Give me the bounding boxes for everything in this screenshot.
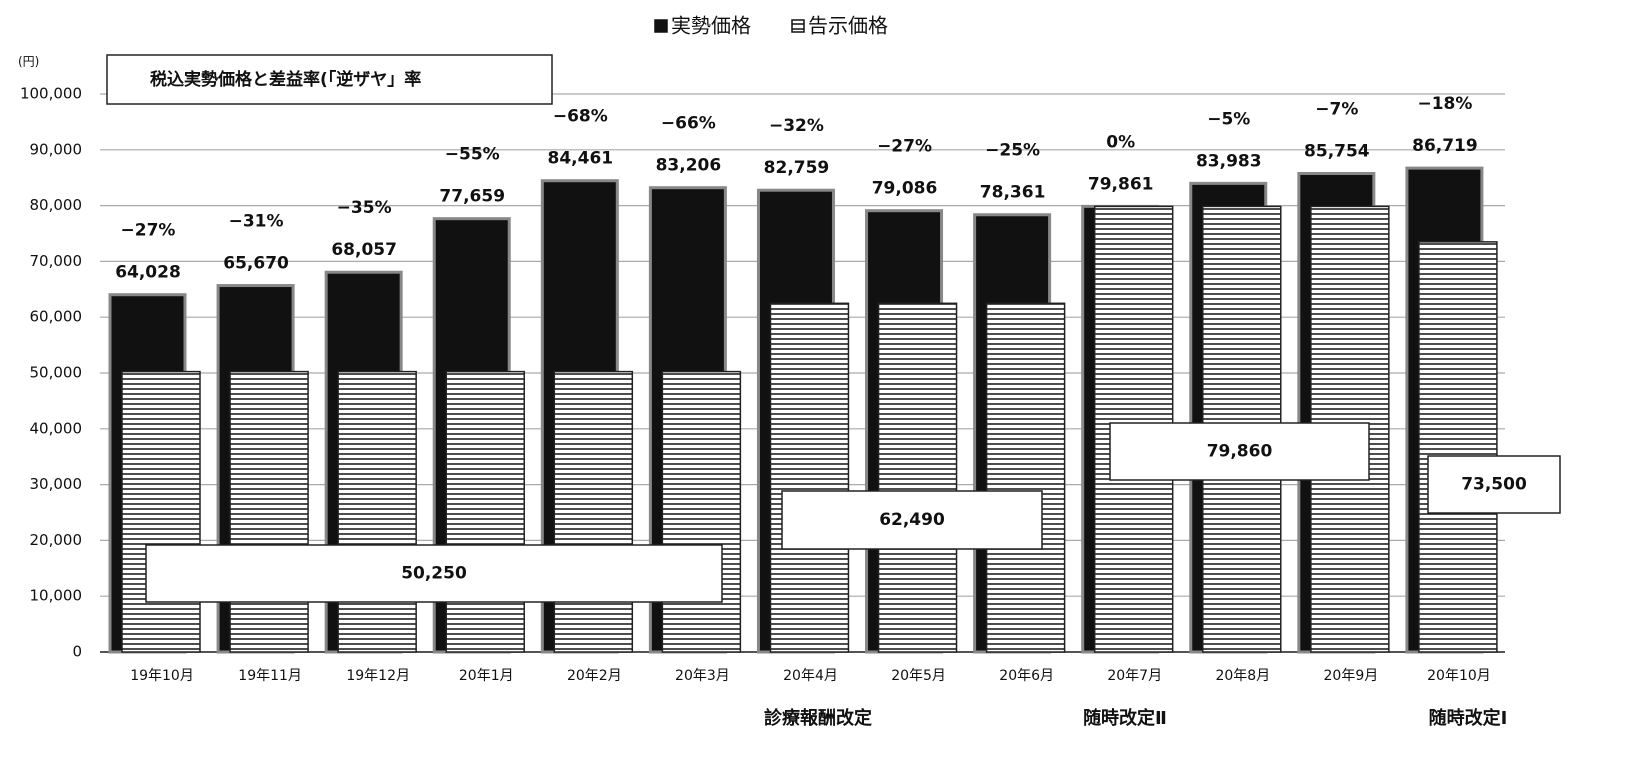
value-label: 86,719 xyxy=(1412,136,1478,156)
x-tick-label: 20年4月 xyxy=(783,668,838,684)
y-tick-label: 40,000 xyxy=(30,419,83,437)
x-tick-label: 20年6月 xyxy=(999,668,1054,684)
rate-label: −68% xyxy=(553,107,608,127)
x-tick-label: 19年10月 xyxy=(130,668,194,684)
rate-label: −55% xyxy=(445,145,500,165)
rate-label: −27% xyxy=(877,137,932,157)
legend-marker xyxy=(791,19,805,33)
x-tick-label: 20年9月 xyxy=(1324,668,1379,684)
notified-price-bar xyxy=(445,370,525,653)
x-tick-label: 20年3月 xyxy=(675,668,730,684)
annotation-text: 73,500 xyxy=(1461,475,1527,495)
x-tick-label: 20年8月 xyxy=(1215,668,1270,684)
y-tick-label: 100,000 xyxy=(20,85,82,103)
rate-label: −35% xyxy=(337,198,392,218)
annotation-box xyxy=(1427,455,1561,514)
notified-price-bar xyxy=(337,370,417,653)
value-label: 85,754 xyxy=(1304,141,1370,161)
value-label: 77,659 xyxy=(439,187,505,207)
x-tick-label: 19年12月 xyxy=(346,668,410,684)
rate-label: −66% xyxy=(661,114,716,134)
title-box xyxy=(106,54,553,105)
value-label: 79,086 xyxy=(872,179,938,199)
rate-label: −18% xyxy=(1417,94,1472,114)
x-tick-label: 20年10月 xyxy=(1427,668,1491,684)
y-tick-label: 50,000 xyxy=(30,364,83,382)
y-tick-label: 80,000 xyxy=(30,196,83,214)
x-tick-label: 20年1月 xyxy=(459,668,514,684)
title-box-text: 税込実勢価格と差益率(「逆ザヤ」率 xyxy=(150,69,421,90)
notified-price-bar xyxy=(553,370,634,653)
y-tick-label: 70,000 xyxy=(30,252,83,270)
annotation-box xyxy=(1109,422,1370,481)
y-tick-label: 90,000 xyxy=(30,140,83,158)
value-label: 79,861 xyxy=(1088,174,1154,194)
rate-label: −5% xyxy=(1207,109,1250,129)
value-label: 82,759 xyxy=(764,158,830,178)
y-tick-label: 10,000 xyxy=(30,587,83,605)
note: 随時改定Ⅱ xyxy=(1083,707,1167,729)
y-tick-label: 0 xyxy=(72,643,82,661)
notified-price-bar xyxy=(877,302,958,653)
annotation-box xyxy=(145,544,723,603)
rate-label: −31% xyxy=(229,212,284,232)
value-label: 78,361 xyxy=(980,183,1046,203)
value-label: 83,206 xyxy=(656,156,722,176)
notified-price-bar xyxy=(985,302,1066,653)
x-tick-label: 20年7月 xyxy=(1107,668,1162,684)
value-label: 65,670 xyxy=(223,254,289,274)
y-tick-label: 30,000 xyxy=(30,475,83,493)
x-tick-label: 20年2月 xyxy=(567,668,622,684)
rate-label: −27% xyxy=(121,221,176,241)
notified-price-bar xyxy=(229,370,309,653)
annotation-box xyxy=(781,490,1043,550)
rate-label: −32% xyxy=(769,116,824,136)
legend-label: 告示価格 xyxy=(808,14,888,38)
annotation-text: 50,250 xyxy=(401,564,467,584)
rate-label: −25% xyxy=(985,141,1040,161)
notified-price-bar xyxy=(769,302,850,653)
legend-label: 実勢価格 xyxy=(671,14,751,38)
note: 診療報酬改定 xyxy=(764,707,872,729)
notified-price-bar xyxy=(121,370,201,653)
annotation-text: 62,490 xyxy=(879,510,945,530)
y-tick-label: 20,000 xyxy=(30,531,83,549)
value-label: 68,057 xyxy=(331,240,397,260)
x-tick-label: 19年11月 xyxy=(238,668,302,684)
notified-price-bar xyxy=(661,370,742,653)
x-tick-label: 20年5月 xyxy=(891,668,946,684)
rate-label: −7% xyxy=(1315,99,1358,119)
legend-marker xyxy=(654,19,668,33)
note: 随時改定Ⅰ xyxy=(1429,707,1508,729)
value-label: 84,461 xyxy=(548,149,614,169)
value-label: 64,028 xyxy=(115,263,181,283)
rate-label: 0% xyxy=(1106,132,1135,152)
unit-label: (円) xyxy=(18,55,39,69)
y-tick-label: 60,000 xyxy=(30,308,83,326)
notified-price-bar xyxy=(1418,241,1498,653)
annotation-text: 79,860 xyxy=(1207,442,1273,462)
value-label: 83,983 xyxy=(1196,151,1262,171)
